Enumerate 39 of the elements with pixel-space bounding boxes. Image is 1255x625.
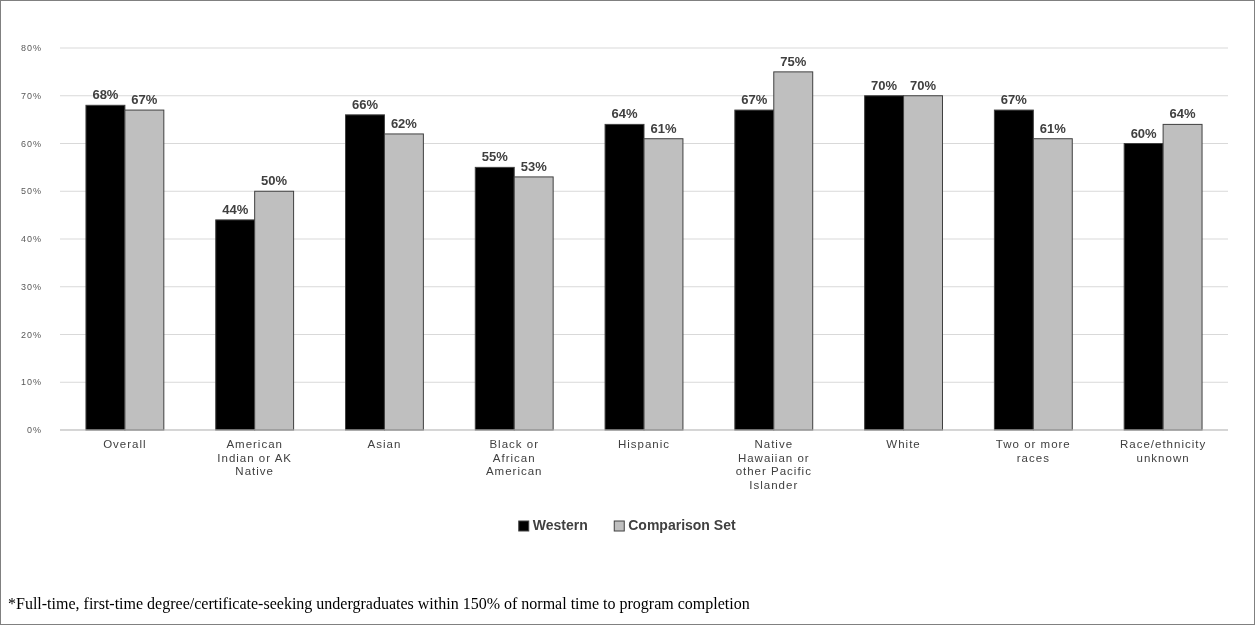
x-tick-label: American Indian or AK Native xyxy=(217,438,292,477)
y-tick-label: 10% xyxy=(20,377,42,388)
data-label: 64% xyxy=(1169,106,1197,122)
y-tick-label: 40% xyxy=(20,234,42,244)
data-label: 61% xyxy=(1039,120,1067,136)
data-label: 75% xyxy=(780,53,807,69)
x-tick-label: Hispanic xyxy=(617,438,671,450)
y-tick-label: 80% xyxy=(20,43,42,53)
legend-label: Comparison Set xyxy=(628,517,736,533)
data-label: 62% xyxy=(390,115,418,131)
data-label: 67% xyxy=(1000,92,1028,108)
data-label: 68% xyxy=(92,87,119,103)
data-label: 70% xyxy=(910,77,937,93)
data-label: 60% xyxy=(1130,125,1158,141)
x-tick-label: Overall xyxy=(103,438,147,450)
y-tick-label: 30% xyxy=(20,281,42,292)
data-label: 67% xyxy=(741,92,768,108)
data-label: 44% xyxy=(222,201,249,217)
data-label: 50% xyxy=(261,173,288,189)
data-label: 70% xyxy=(871,77,898,93)
data-label: 55% xyxy=(481,149,509,165)
legend-label: Western xyxy=(532,517,588,533)
data-label: 61% xyxy=(650,120,677,136)
x-tick-label: Race/ethnicity unknown xyxy=(1119,438,1207,464)
data-label: 66% xyxy=(351,96,379,112)
y-tick-label: 50% xyxy=(20,186,42,197)
data-label: 64% xyxy=(611,106,638,122)
x-tick-label: Black or African American xyxy=(485,438,543,477)
data-label: 67% xyxy=(131,92,158,108)
x-tick-label: White xyxy=(886,438,921,450)
x-tick-label: Native Hawaiian or other Pacific Islander xyxy=(735,438,812,491)
y-tick-label: 0% xyxy=(26,425,42,435)
y-tick-label: 70% xyxy=(20,90,42,101)
x-tick-label: Asian xyxy=(367,438,402,450)
y-tick-label: 60% xyxy=(20,138,42,149)
y-tick-label: 20% xyxy=(20,329,42,340)
data-label: 53% xyxy=(520,158,548,174)
text: *Full-time, first-time degree/certificate-seeking undergraduates within 150% of normal time to program completion xyxy=(8,595,750,613)
x-tick-label: Two or more races xyxy=(995,438,1071,464)
